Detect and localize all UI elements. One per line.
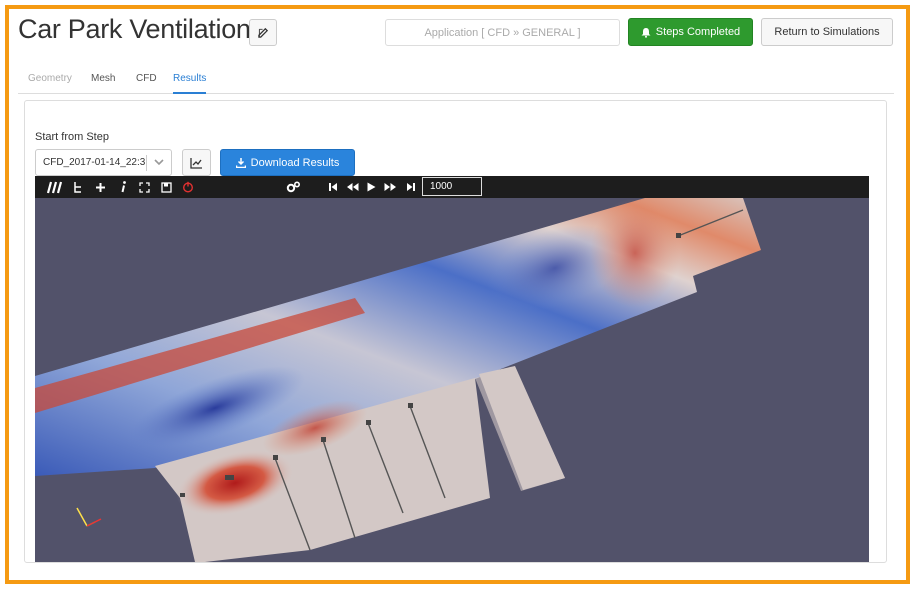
simulation-viewport[interactable] bbox=[35, 198, 869, 562]
settings-icon[interactable] bbox=[285, 180, 301, 194]
steps-completed-button[interactable]: Steps Completed bbox=[628, 18, 753, 46]
frame-number-input[interactable] bbox=[422, 177, 482, 196]
download-icon bbox=[235, 157, 246, 168]
step-select[interactable]: CFD_2017-01-14_22:3 bbox=[35, 149, 172, 176]
cfd-result-render bbox=[35, 198, 761, 562]
tab-mesh[interactable]: Mesh bbox=[91, 73, 116, 84]
return-to-simulations-button[interactable]: Return to Simulations bbox=[761, 18, 893, 46]
page-title: Car Park Ventilation bbox=[18, 14, 251, 44]
download-results-label: Download Results bbox=[250, 156, 340, 169]
edit-title-button[interactable] bbox=[249, 19, 277, 46]
chevron-down-icon bbox=[154, 159, 164, 166]
first-frame-icon[interactable] bbox=[327, 180, 339, 194]
plus-icon[interactable] bbox=[93, 180, 107, 194]
last-frame-icon[interactable] bbox=[405, 180, 417, 194]
rewind-icon[interactable] bbox=[345, 180, 359, 194]
axis-triad bbox=[76, 507, 102, 527]
tab-results[interactable]: Results bbox=[173, 73, 207, 94]
tab-geometry[interactable]: Geometry bbox=[28, 73, 72, 84]
bell-icon bbox=[641, 27, 651, 38]
start-from-step-label: Start from Step bbox=[35, 131, 109, 143]
fast-forward-icon[interactable] bbox=[383, 180, 397, 194]
info-icon[interactable] bbox=[117, 180, 129, 194]
select-divider bbox=[146, 155, 147, 171]
tab-bar: Geometry Mesh CFD Results bbox=[18, 70, 894, 94]
step-select-value: CFD_2017-01-14_22:3 bbox=[43, 157, 146, 168]
fullscreen-icon[interactable] bbox=[137, 180, 151, 194]
save-icon[interactable] bbox=[159, 180, 173, 194]
play-icon[interactable] bbox=[365, 180, 377, 194]
outer-frame bbox=[5, 5, 910, 584]
line-chart-icon bbox=[190, 157, 202, 169]
chart-button[interactable] bbox=[182, 149, 211, 176]
download-results-button[interactable]: Download Results bbox=[220, 149, 355, 176]
steps-completed-label: Steps Completed bbox=[655, 26, 741, 38]
tree-icon[interactable] bbox=[71, 180, 85, 194]
edit-icon bbox=[257, 27, 268, 38]
application-label: Application [ CFD » GENERAL ] bbox=[385, 19, 620, 46]
tab-cfd[interactable]: CFD bbox=[136, 73, 157, 84]
logo-icon[interactable] bbox=[45, 180, 65, 194]
power-icon[interactable] bbox=[181, 180, 195, 194]
